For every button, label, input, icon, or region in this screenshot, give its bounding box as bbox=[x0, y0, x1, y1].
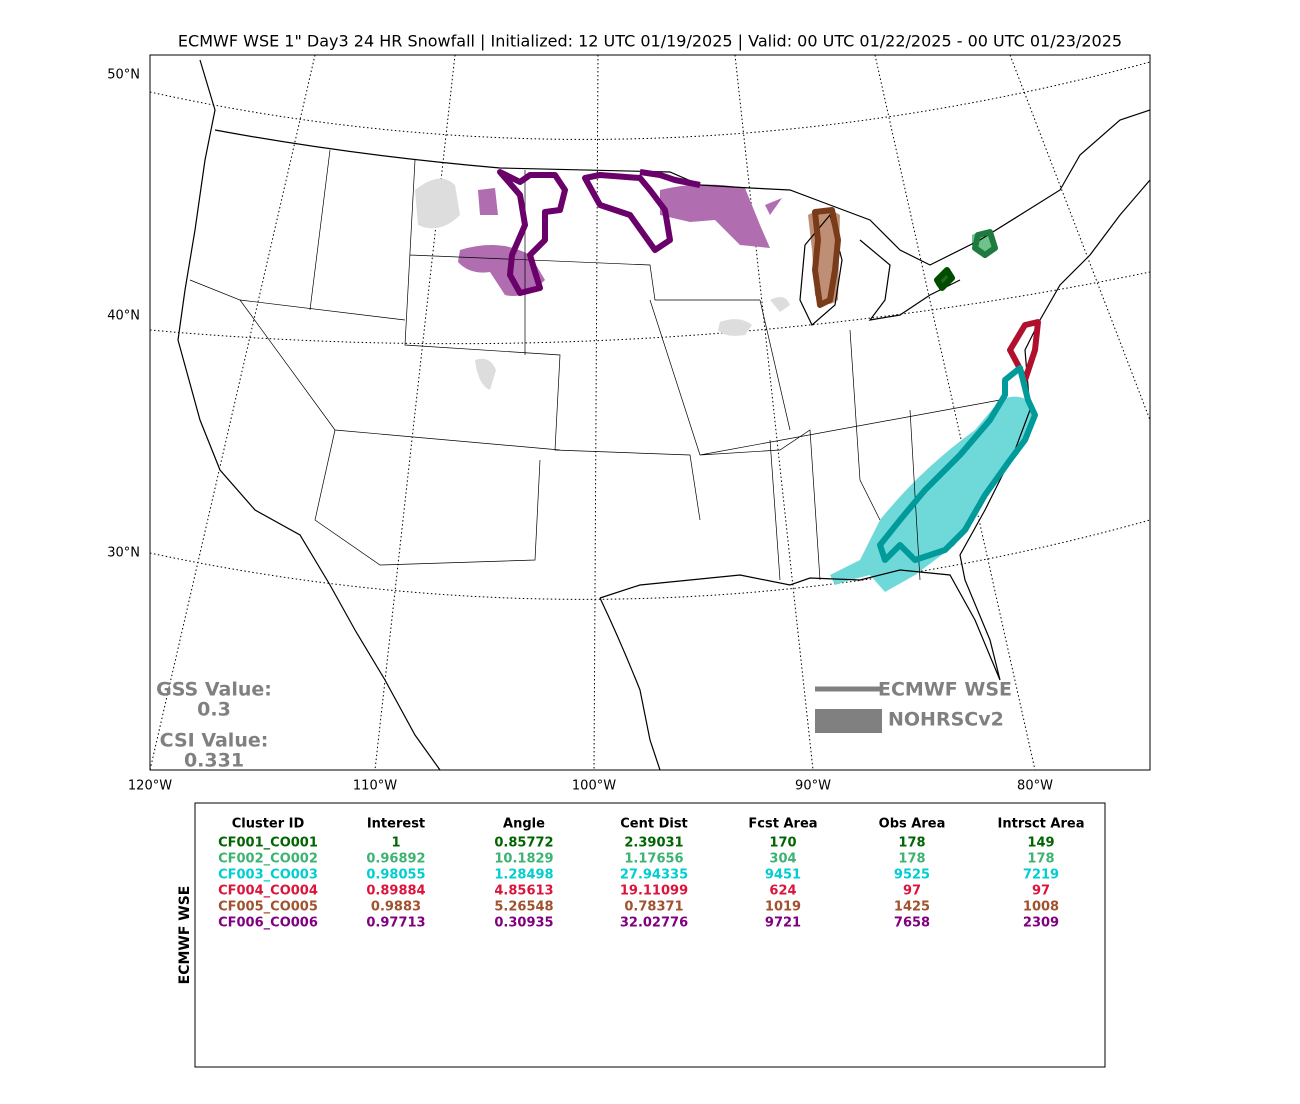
gss-label: GSS Value: bbox=[156, 679, 272, 701]
column-header: Interest bbox=[367, 817, 425, 832]
map-frame bbox=[149, 54, 1151, 771]
table-cell: 19.11099 bbox=[620, 884, 688, 899]
lon-label: 100°W bbox=[572, 779, 616, 794]
table-cell: 4.85613 bbox=[494, 884, 553, 899]
table-cell: 304 bbox=[769, 852, 796, 867]
legend-label: ECMWF WSE bbox=[878, 679, 1012, 701]
table-cell: 1.17656 bbox=[624, 852, 683, 867]
lon-label: 120°W bbox=[128, 779, 172, 794]
table-cell: 0.78371 bbox=[624, 900, 683, 915]
table-cell: 178 bbox=[898, 836, 925, 851]
column-header: Fcst Area bbox=[748, 817, 817, 832]
table-frame bbox=[194, 802, 1106, 1068]
table-cell: 1425 bbox=[894, 900, 930, 915]
csi-value: 0.331 bbox=[184, 750, 244, 772]
table-cell: CF006_CO006 bbox=[218, 916, 318, 931]
table-cell: 0.30935 bbox=[494, 916, 553, 931]
table-cell: 1019 bbox=[765, 900, 801, 915]
title: ECMWF WSE 1" Day3 24 HR Snowfall | Initi… bbox=[178, 32, 1122, 51]
table-cell: 170 bbox=[769, 836, 796, 851]
table-cell: 10.1829 bbox=[494, 852, 553, 867]
table-cell: CF004_CO004 bbox=[218, 884, 318, 899]
table-cell: 0.97713 bbox=[366, 916, 425, 931]
table-cell: 2309 bbox=[1023, 916, 1059, 931]
table-cell: 0.85772 bbox=[494, 836, 553, 851]
column-header: Angle bbox=[503, 817, 545, 832]
table-cell: 32.02776 bbox=[620, 916, 688, 931]
column-header: Cent Dist bbox=[620, 817, 688, 832]
table-cell: 0.89884 bbox=[366, 884, 425, 899]
lat-label: 30°N bbox=[107, 546, 140, 561]
column-header: Cluster ID bbox=[232, 817, 305, 832]
table-side-label: ECMWF WSE bbox=[177, 886, 193, 985]
table-cell: 1008 bbox=[1023, 900, 1059, 915]
column-header: Obs Area bbox=[879, 817, 946, 832]
table-cell: CF003_CO003 bbox=[218, 868, 318, 883]
table: Cluster ID Interest Angle Cent Dist Fcst Are… bbox=[218, 817, 1084, 931]
table-cell: 9451 bbox=[765, 868, 801, 883]
table-cell: 27.94335 bbox=[620, 868, 688, 883]
table-cell: 7658 bbox=[894, 916, 930, 931]
table-cell: 1.28498 bbox=[494, 868, 553, 883]
table-cell: CF001_CO001 bbox=[218, 836, 318, 851]
forecast-outlines bbox=[497, 169, 1041, 563]
csi-label: CSI Value: bbox=[160, 730, 269, 752]
legend-swatch bbox=[815, 709, 882, 733]
table-cell: 0.98055 bbox=[366, 868, 425, 883]
table-cell: 97 bbox=[1032, 884, 1050, 899]
table-cell: CF005_CO005 bbox=[218, 900, 318, 915]
table-cell: 5.26548 bbox=[494, 900, 553, 915]
column-header: Intrsct Area bbox=[998, 817, 1085, 832]
map bbox=[150, 55, 1150, 770]
table-cell: 97 bbox=[903, 884, 921, 899]
lon-label: 90°W bbox=[795, 779, 831, 794]
lon-label: 110°W bbox=[353, 779, 397, 794]
table-cell: 2.39031 bbox=[624, 836, 683, 851]
table-cell: 149 bbox=[1027, 836, 1054, 851]
table-cell: 178 bbox=[1027, 852, 1054, 867]
scores: GSS Value: 0.3 CSI Value: 0.331 bbox=[156, 679, 272, 772]
table-cell: CF002_CO002 bbox=[218, 852, 318, 867]
lon-label: 80°W bbox=[1017, 779, 1053, 794]
legend: ECMWF WSE NOHRSCv2 bbox=[815, 679, 1012, 733]
table-cell: 1 bbox=[391, 836, 400, 851]
table-cell: 178 bbox=[898, 852, 925, 867]
table-cell: 0.96892 bbox=[366, 852, 425, 867]
table-cell: 7219 bbox=[1023, 868, 1059, 883]
lat-label: 40°N bbox=[107, 309, 140, 324]
legend-label: NOHRSCv2 bbox=[888, 709, 1004, 731]
table-cell: 9721 bbox=[765, 916, 801, 931]
table-cell: 9525 bbox=[894, 868, 930, 883]
table-cell: 0.9883 bbox=[371, 900, 421, 915]
lat-label: 50°N bbox=[107, 68, 140, 83]
gss-value: 0.3 bbox=[197, 699, 231, 721]
table-cell: 624 bbox=[769, 884, 796, 899]
